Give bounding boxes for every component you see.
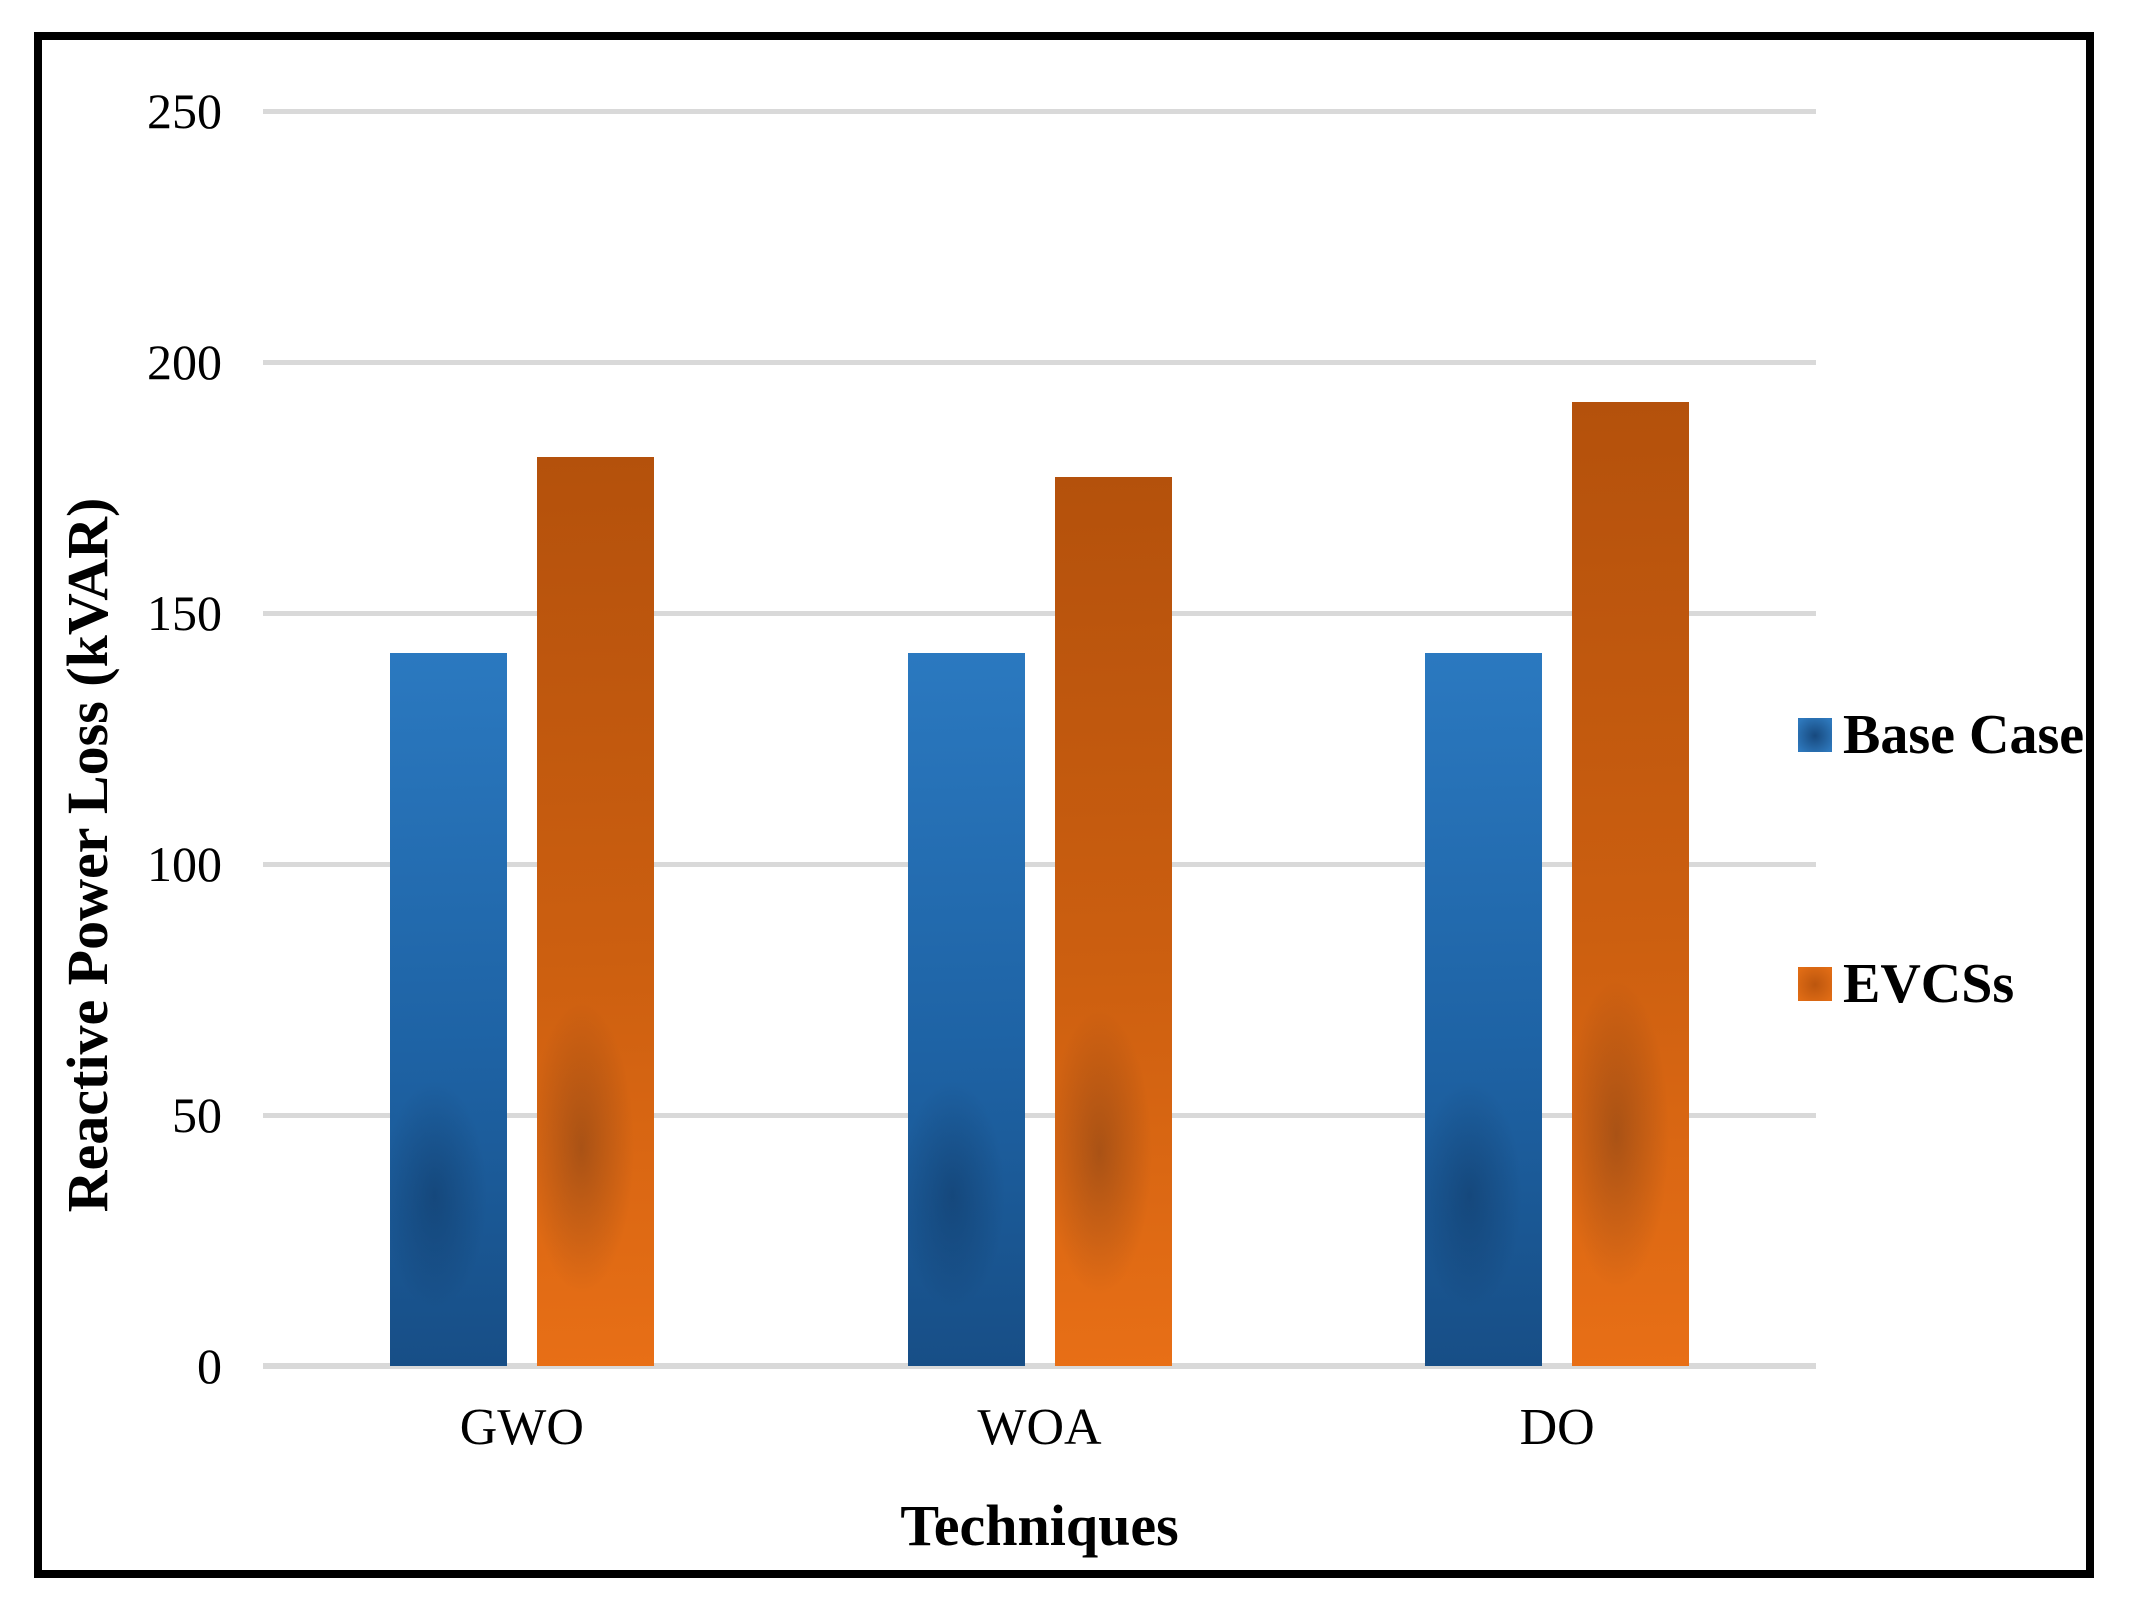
bar-base-case-gwo bbox=[389, 653, 507, 1366]
bar-base-case-woa bbox=[907, 653, 1025, 1366]
y-tick-label-250: 250 bbox=[147, 83, 222, 139]
gridline-200 bbox=[263, 359, 1816, 365]
y-tick-label-150: 150 bbox=[147, 585, 222, 641]
gridline-250 bbox=[263, 108, 1816, 114]
x-tick-label-woa: WOA bbox=[977, 1399, 1102, 1456]
legend-marker-base-case bbox=[1798, 718, 1832, 752]
bar-base-case-do bbox=[1425, 653, 1543, 1366]
plot-area bbox=[263, 108, 1816, 1369]
figure-border bbox=[34, 32, 2094, 1578]
x-axis-line bbox=[263, 1363, 1816, 1369]
x-axis-title: Techniques bbox=[900, 1493, 1179, 1558]
y-tick-label-100: 100 bbox=[147, 836, 222, 892]
legend-item-evcss: EVCSs bbox=[1798, 954, 2014, 1014]
y-tick-label-50: 50 bbox=[172, 1087, 222, 1143]
legend-item-base-case: Base Case bbox=[1798, 705, 2084, 765]
gridline-50 bbox=[263, 1112, 1816, 1118]
bar-evcss-do bbox=[1572, 402, 1690, 1366]
y-tick-label-200: 200 bbox=[147, 334, 222, 390]
x-tick-label-do: DO bbox=[1519, 1399, 1595, 1456]
gridline-100 bbox=[263, 861, 1816, 867]
gridline-150 bbox=[263, 610, 1816, 616]
x-tick-label-gwo: GWO bbox=[459, 1399, 584, 1456]
legend-label-base-case: Base Case bbox=[1843, 704, 2085, 766]
bar-evcss-gwo bbox=[536, 457, 654, 1366]
bar-evcss-woa bbox=[1054, 477, 1172, 1366]
y-tick-label-0: 0 bbox=[197, 1338, 222, 1394]
legend-marker-evcss bbox=[1798, 967, 1832, 1001]
legend-label-evcss: EVCSs bbox=[1843, 953, 2015, 1015]
